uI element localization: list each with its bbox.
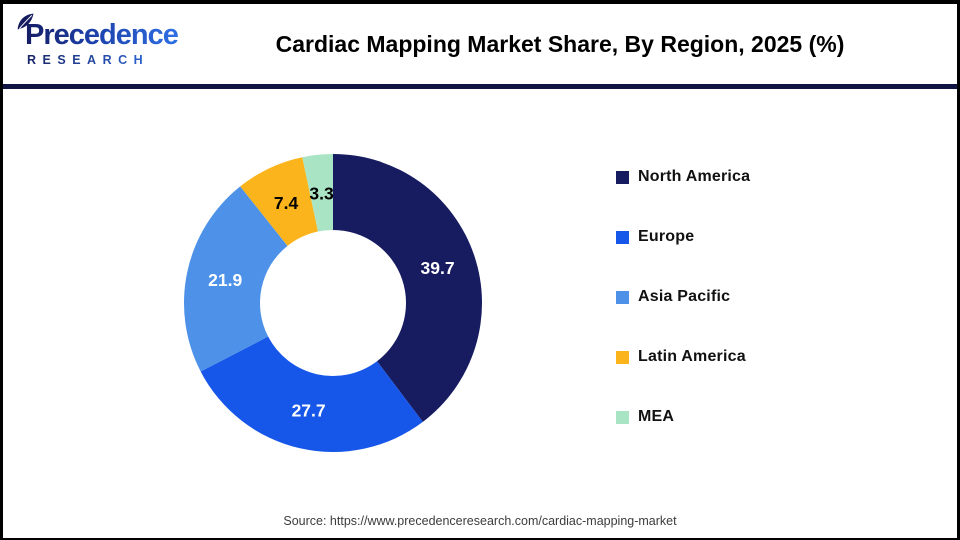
legend-label: North America: [638, 168, 751, 185]
legend-swatch-europe: [616, 230, 629, 244]
legend-item-asia-pacific: Asia Pacific: [616, 287, 750, 307]
donut-chart: 39.7 27.7 21.9 7.4 3.3: [184, 154, 482, 452]
legend-swatch-asia-pacific: [616, 290, 629, 304]
legend-swatch-mea: [616, 410, 629, 424]
donut-segment-asia-pacific: [184, 186, 288, 372]
legend-label: Asia Pacific: [638, 288, 731, 305]
chart-title: Cardiac Mapping Market Share, By Region,…: [275, 30, 845, 57]
donut-segment-mea: [302, 154, 333, 232]
legend-label: Europe: [638, 228, 695, 245]
legend-label: Latin America: [638, 348, 746, 365]
donut-value-label-mea: 3.3: [309, 183, 334, 203]
legend-item-north-america: North America: [616, 167, 750, 187]
source-text: Source: https://www.precedenceresearch.c…: [283, 514, 677, 528]
donut-value-label-asia-pacific: 21.9: [208, 270, 242, 290]
legend-item-europe: Europe: [616, 227, 750, 247]
legend-swatch-latin-america: [616, 350, 629, 364]
logo-name: Precedence: [19, 21, 179, 50]
legend-swatch-north-america: [616, 170, 629, 184]
legend-item-mea: MEA: [616, 407, 750, 427]
legend-item-latin-america: Latin America: [616, 347, 750, 367]
logo-wordmark: Precedence: [17, 13, 179, 50]
precedence-research-logo: Precedence RESEARCH: [17, 13, 179, 67]
donut-value-label-latin-america: 7.4: [274, 193, 299, 213]
chart-legend: North America Europe Asia Pacific Latin …: [616, 167, 750, 427]
donut-value-label-north-america: 39.7: [421, 258, 455, 278]
donut-segment-north-america: [333, 154, 482, 422]
logo-subtitle: RESEARCH: [19, 53, 171, 67]
donut-segment-europe: [200, 336, 423, 452]
leaf-icon: [17, 13, 34, 30]
donut-segment-latin-america: [240, 157, 318, 246]
donut-value-label-europe: 27.7: [292, 401, 326, 421]
header: Precedence RESEARCH Cardiac Mapping Mark…: [3, 4, 957, 84]
legend-label: MEA: [638, 408, 675, 425]
header-divider: [3, 84, 957, 89]
